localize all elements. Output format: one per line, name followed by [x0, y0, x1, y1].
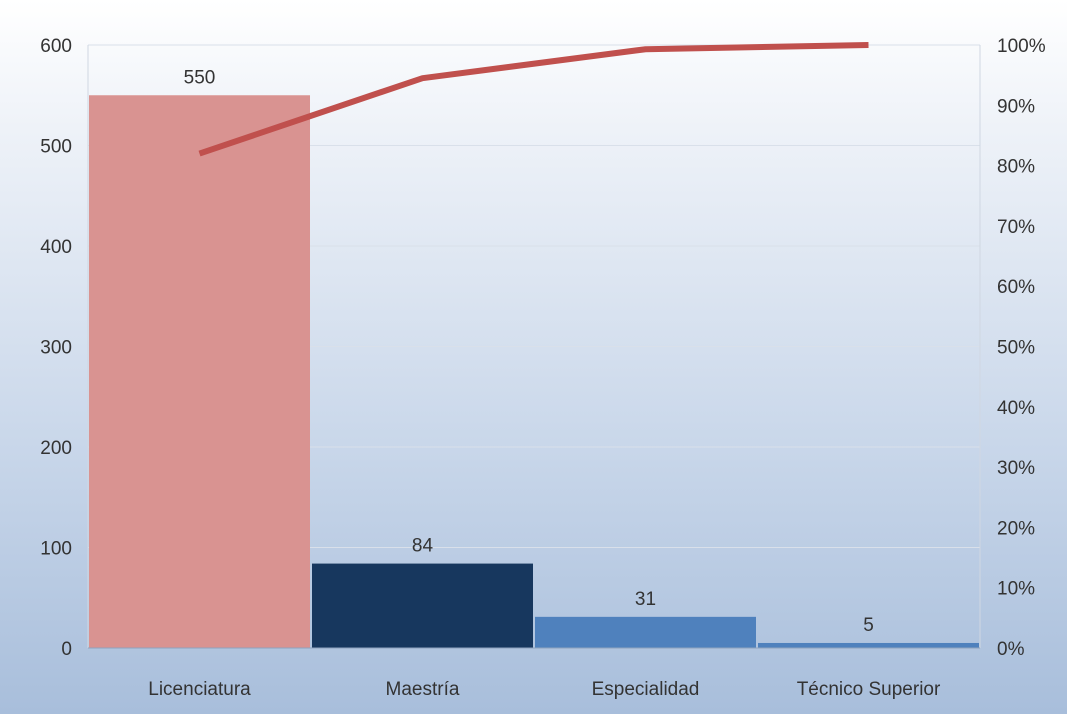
data-label: 84 — [412, 536, 434, 557]
y2-tick-label: 90% — [997, 96, 1035, 117]
axes: 0 100 200 300 400 500 600 0% 10% 20% 30% 40% 50% 60% 7… — [40, 36, 1045, 700]
y2-tick-label: 80% — [997, 157, 1035, 178]
y-tick-label: 100 — [40, 539, 72, 560]
y-tick-label: 400 — [40, 237, 72, 258]
y-tick-label: 300 — [40, 338, 72, 359]
y2-tick-label: 20% — [997, 518, 1035, 539]
y-tick-label: 0 — [61, 639, 72, 660]
bar — [758, 642, 979, 648]
data-label: 5 — [863, 615, 874, 636]
x-tick-label: Licenciatura — [148, 679, 251, 700]
y2-tick-label: 40% — [997, 398, 1035, 419]
y2-tick-label: 30% — [997, 458, 1035, 479]
data-label: 550 — [184, 67, 216, 88]
y2-tick-label: 70% — [997, 217, 1035, 238]
x-tick-label: Técnico Superior — [797, 679, 941, 700]
y2-tick-label: 60% — [997, 277, 1035, 298]
bars — [89, 95, 979, 648]
bar — [89, 95, 310, 648]
bar — [535, 616, 756, 648]
y2-tick-label: 50% — [997, 338, 1035, 359]
y2-tick-label: 100% — [997, 36, 1046, 57]
x-tick-label: Maestría — [386, 679, 460, 700]
data-label: 31 — [635, 589, 656, 610]
bar — [312, 563, 533, 648]
y2-tick-label: 10% — [997, 579, 1035, 600]
cumulative-line — [198, 42, 869, 157]
x-tick-label: Especialidad — [592, 679, 700, 700]
cumulative-line-path — [198, 42, 869, 157]
y-tick-label: 500 — [40, 137, 72, 158]
labels: 550 84 31 5 — [184, 67, 874, 636]
y-tick-label: 600 — [40, 36, 72, 57]
y2-tick-label: 0% — [997, 639, 1025, 660]
y-tick-label: 200 — [40, 438, 72, 459]
